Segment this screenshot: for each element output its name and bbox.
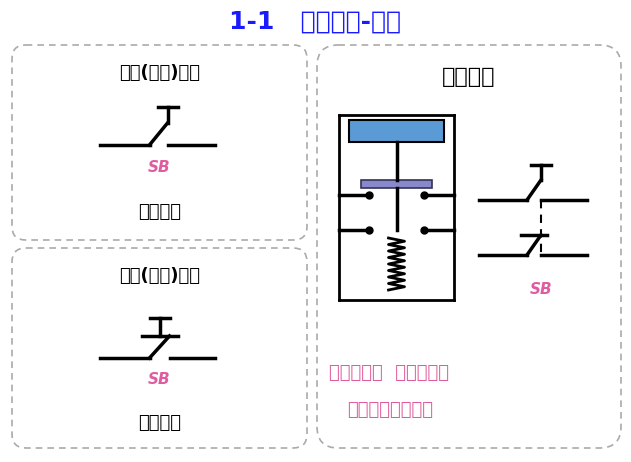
Text: SB: SB	[148, 159, 171, 175]
FancyBboxPatch shape	[12, 248, 307, 448]
Text: 电路符号: 电路符号	[138, 203, 181, 221]
FancyBboxPatch shape	[12, 45, 307, 240]
Text: 常闭按钮做在一起: 常闭按钮做在一起	[347, 401, 433, 419]
Bar	[361, 180, 432, 188]
Text: 常开(动合)按钮: 常开(动合)按钮	[119, 64, 200, 82]
Text: 常闭(动断)按钮: 常闭(动断)按钮	[119, 267, 200, 285]
FancyBboxPatch shape	[317, 45, 621, 448]
Text: 复合按钮: 复合按钮	[442, 67, 496, 87]
Text: 电路符号: 电路符号	[138, 414, 181, 432]
Text: SB: SB	[529, 282, 552, 298]
Text: SB: SB	[148, 372, 171, 388]
Text: 复合按钮：  常开按钮和: 复合按钮： 常开按钮和	[329, 364, 449, 382]
Text: 1-1   控制器件-按钮: 1-1 控制器件-按钮	[229, 10, 401, 34]
Bar	[349, 120, 444, 142]
